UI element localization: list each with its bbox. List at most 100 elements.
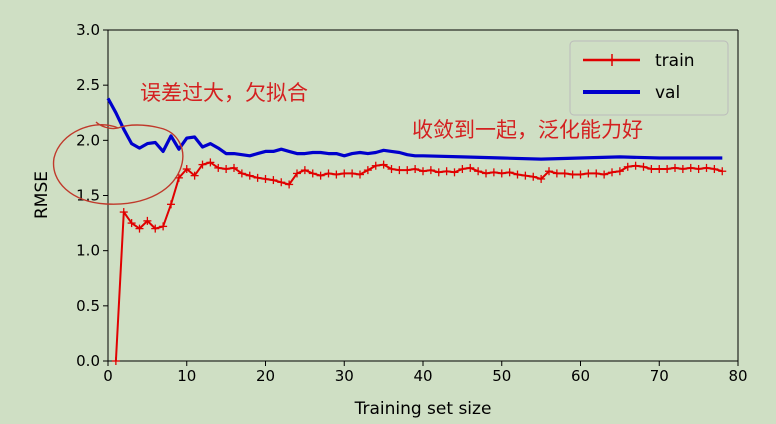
series-train-point — [576, 170, 585, 179]
series-train-point — [159, 222, 168, 231]
legend-train-label: train — [655, 51, 695, 71]
series-train-point — [253, 173, 262, 182]
y-tick-label: 1.5 — [76, 187, 100, 205]
y-tick-label: 0.0 — [76, 352, 100, 370]
series-train-point — [119, 208, 128, 217]
series-train-point — [474, 167, 483, 176]
series-train-point — [127, 219, 136, 228]
y-tick-label: 2.5 — [76, 76, 100, 94]
series-train-point — [623, 162, 632, 171]
y-axis-label: RMSE — [32, 171, 52, 219]
x-axis-label: Training set size — [354, 399, 492, 419]
legend-box — [569, 40, 729, 116]
series-train-point — [608, 168, 616, 177]
series-train-point — [261, 174, 270, 183]
series-train-point — [678, 165, 687, 174]
series-train-point — [584, 169, 593, 178]
series-train-point — [230, 163, 238, 172]
series-train-point — [718, 167, 727, 176]
series-train-point — [316, 171, 325, 180]
series-train-point — [466, 163, 475, 172]
series-train-point — [489, 168, 498, 177]
x-tick-label: 10 — [177, 367, 196, 385]
y-tick-label: 3.0 — [76, 21, 100, 39]
series-train-point — [450, 168, 459, 177]
series-train-point — [419, 167, 427, 176]
series-train-point — [135, 224, 144, 233]
series-train-point — [552, 169, 561, 178]
x-tick-label: 50 — [492, 367, 511, 385]
series-train-point — [434, 168, 443, 177]
series-train-point — [631, 161, 640, 170]
series-train-point — [710, 165, 719, 174]
series-train-point — [395, 166, 404, 175]
series-train-point — [363, 166, 372, 175]
series-train-point — [206, 158, 215, 167]
y-tick-label: 1.0 — [76, 242, 100, 260]
series-train-point — [198, 160, 207, 169]
series-train-point — [379, 160, 388, 169]
series-train-point — [458, 165, 467, 174]
series-val-line — [106, 97, 723, 161]
series-train-point — [411, 165, 420, 174]
series-train-point — [615, 167, 624, 176]
series-train-point — [277, 178, 286, 187]
series-train-point — [371, 161, 380, 170]
x-tick-label: 70 — [650, 367, 669, 385]
series-train-point — [545, 167, 553, 176]
legend-val-label: val — [655, 83, 680, 103]
series-train-point — [702, 163, 711, 172]
annotation-circle — [52, 121, 184, 205]
series-train-point — [560, 169, 569, 178]
legend: train val — [569, 40, 729, 116]
series-train-point — [663, 165, 672, 174]
series-train-point — [513, 170, 522, 179]
series-train-point — [529, 172, 538, 181]
series-train-point — [245, 171, 254, 180]
x-tick-label: 80 — [728, 367, 747, 385]
series-train-point — [482, 169, 490, 178]
series-train-point — [237, 169, 246, 178]
series-train-point — [639, 162, 648, 171]
series-train-point — [600, 170, 609, 179]
series-train-point — [285, 180, 294, 189]
series-train-point — [222, 165, 231, 174]
series-train-point — [671, 163, 679, 172]
x-tick-label: 20 — [256, 367, 275, 385]
series-train-point — [167, 200, 175, 209]
series-train-point — [568, 170, 577, 179]
legend-train-marker — [606, 54, 618, 66]
series-train-point — [340, 169, 349, 178]
x-axis-ticks: 0 10 20 30 40 50 60 70 80 — [103, 361, 748, 385]
series-train-point — [403, 166, 412, 175]
y-tick-label: 2.0 — [76, 131, 100, 149]
series-train-point — [356, 170, 364, 179]
series-train-point — [442, 167, 451, 176]
y-tick-label: 0.5 — [76, 297, 100, 315]
series-train-point — [190, 171, 199, 180]
series-train-point — [505, 168, 514, 177]
series-train-point — [151, 224, 160, 233]
series-train-point — [111, 357, 120, 365]
series-train-point — [300, 166, 309, 175]
series-train-point — [655, 165, 664, 174]
series-train-point — [686, 163, 695, 172]
series-train-point — [324, 169, 333, 178]
series-train-point — [182, 165, 191, 174]
y-axis-ticks: 0.0 0.5 1.0 1.5 2.0 2.5 3.0 — [76, 21, 108, 370]
x-tick-label: 30 — [335, 367, 354, 385]
series-train-point — [214, 163, 223, 172]
series-train-point — [426, 166, 435, 175]
series-train-point — [521, 171, 530, 180]
series-train-line — [114, 161, 723, 362]
series-train-point — [694, 165, 703, 174]
series-train-point — [497, 169, 506, 178]
x-tick-label: 0 — [103, 367, 113, 385]
annotation-underfit: 误差过大，欠拟合 — [140, 81, 308, 105]
series-train-point — [308, 169, 317, 178]
annotation-converge: 收敛到一起，泛化能力好 — [412, 118, 643, 142]
x-tick-label: 40 — [413, 367, 432, 385]
series-train-point — [332, 170, 341, 179]
series-train-point — [293, 169, 301, 178]
